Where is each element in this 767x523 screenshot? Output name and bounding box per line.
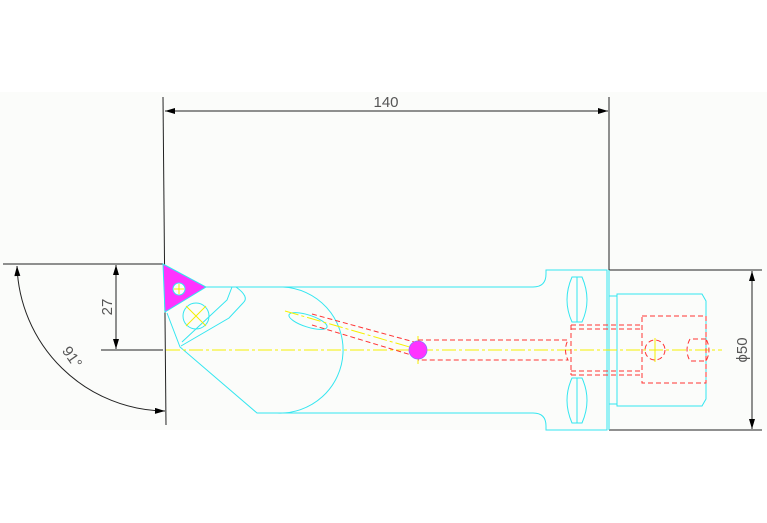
coolant-centerline bbox=[284, 310, 421, 351]
coolant-channel-bottom bbox=[311, 324, 419, 358]
dimension-140-label: 140 bbox=[373, 94, 398, 111]
coolant-channel-top bbox=[311, 313, 419, 344]
dimension-91-label: 91° bbox=[58, 343, 85, 371]
screw-hole bbox=[182, 302, 210, 330]
hidden-lines bbox=[311, 313, 710, 384]
coolant-bore bbox=[418, 339, 569, 361]
extension-line-left bbox=[162, 96, 167, 426]
shank-outline bbox=[166, 269, 608, 431]
chip-pocket-arc bbox=[276, 286, 344, 414]
collet-bore bbox=[641, 315, 707, 384]
flat-lobe-top bbox=[566, 276, 588, 323]
dimension-lines bbox=[3, 96, 762, 431]
clamp-inner bbox=[181, 286, 233, 343]
dimension-50-label: ϕ50 bbox=[734, 337, 751, 362]
collet bbox=[616, 293, 707, 407]
dimension-91-arc bbox=[14, 265, 166, 414]
dimension-27-label: 27 bbox=[99, 299, 116, 316]
coolant-intersection bbox=[408, 340, 428, 360]
set-screw bbox=[686, 338, 710, 362]
coolant-outlet bbox=[288, 312, 328, 330]
flat-lobe-bottom bbox=[566, 377, 588, 424]
clamp-outline bbox=[180, 286, 246, 347]
cross-hole bbox=[644, 339, 666, 361]
shank-bore bbox=[570, 324, 642, 376]
centerlines bbox=[166, 284, 722, 364]
